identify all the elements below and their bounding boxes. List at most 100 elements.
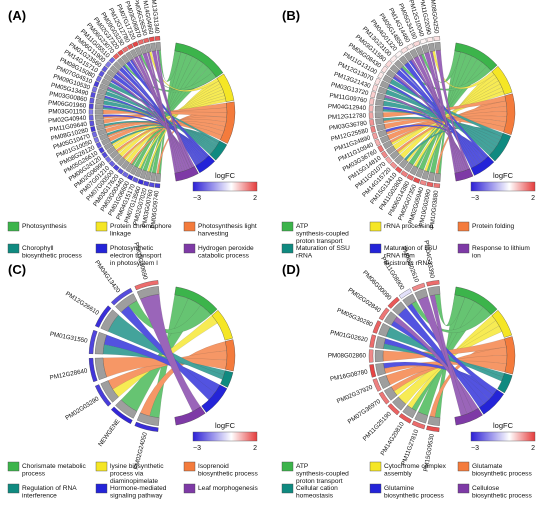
logfc-box (117, 49, 124, 57)
logfc-box (406, 43, 415, 50)
term-arc (211, 310, 233, 341)
gene-arc (374, 112, 384, 119)
colorbar: logFC −3 2 (470, 171, 536, 202)
logfc-box (88, 115, 94, 121)
gene-arc (144, 43, 152, 53)
legend-swatch (7, 483, 20, 494)
logfc-box (374, 138, 381, 147)
colorbar-max: 2 (253, 445, 257, 452)
logfc-box (148, 36, 155, 42)
gene-arc (109, 65, 119, 75)
logfc-box (101, 151, 108, 159)
logfc-box (368, 349, 374, 363)
term-arc (454, 42, 498, 71)
logfc-box (385, 156, 393, 164)
logfc-box (104, 61, 112, 68)
gene-arc (134, 167, 143, 178)
logfc-box (387, 403, 400, 416)
gene-arc (377, 86, 388, 95)
logfc-box (411, 420, 426, 430)
logfc-box (122, 46, 129, 53)
term-arc (454, 408, 483, 426)
colorbar-title: logFC (493, 421, 514, 430)
logfc-box (426, 425, 440, 432)
gene-arc (94, 332, 107, 355)
gene-arc (106, 146, 116, 155)
logfc-box (377, 144, 385, 153)
logfc-box (88, 358, 98, 383)
gene-arc (389, 150, 400, 160)
gene-label: PM14G20810 (379, 420, 406, 456)
gene-arc (377, 129, 388, 138)
logfc-box (122, 171, 129, 178)
logfc-box (368, 112, 374, 119)
legend-label: Cellulose biosynthetic process (472, 485, 532, 499)
gene-arc (384, 311, 398, 326)
legend-label: rRNA processing (384, 223, 434, 230)
legend-label: Leaf morphogenesis (198, 485, 258, 492)
logfc-box (370, 91, 376, 99)
logfc-box (372, 378, 382, 392)
gene-arc (139, 44, 147, 55)
gene-arc (113, 61, 123, 71)
logfc-box (91, 86, 98, 93)
legend-label: Isoprenoid biosynthetic process (198, 463, 258, 477)
gene-arc (434, 173, 441, 182)
term-arc (225, 339, 236, 372)
legend-label: Chorismate metabolic process (22, 463, 86, 477)
gene-arc (415, 168, 424, 178)
logfc-box (108, 56, 116, 64)
gene-label: PM02G40940 (48, 115, 87, 125)
legend-label: Glutamine biosynthetic process (384, 485, 444, 499)
gene-arc (125, 163, 134, 173)
legend-label: Response to lithium ion (472, 245, 530, 259)
legend-label: Cellular cation homeostasis (296, 485, 338, 499)
gene-arc (96, 93, 106, 100)
gene-arc (95, 98, 105, 105)
gene-arc (402, 405, 417, 419)
gene-arc (100, 380, 119, 403)
gene-arc (121, 54, 130, 64)
term-arc (220, 101, 236, 144)
legend-swatch (183, 243, 196, 254)
gene-arc (116, 57, 126, 67)
gene-arc (150, 172, 157, 182)
logfc-box (369, 364, 377, 378)
gene-label: PM05G30280 (336, 307, 374, 329)
legend-label: Chorophyll biosynthetic process (22, 245, 82, 259)
gene-arc (382, 74, 393, 84)
gene-arc (136, 412, 160, 426)
gene-label: PM06G09740 (150, 190, 161, 229)
logfc-box (380, 150, 388, 159)
gene-arc (409, 48, 419, 59)
colorbar: logFC −3 2 (192, 171, 258, 202)
colorbar-title: logFC (215, 421, 236, 430)
logfc-box (117, 167, 124, 175)
legend-label: Glutamate biosynthetic process (472, 463, 532, 477)
logfc-box (110, 406, 133, 424)
colorbar-gradient (470, 181, 536, 192)
gene-label: PM02G03290 (64, 395, 100, 422)
gene-arc (101, 137, 111, 146)
gene-arc (103, 73, 114, 82)
gene-label: PM13G31340 (150, 0, 161, 34)
gene-label: PM01G02620 (329, 329, 368, 344)
legend-swatch (369, 221, 382, 232)
term-arc (454, 286, 498, 315)
gene-label: PM02G37920 (336, 384, 374, 406)
legend-swatch (95, 221, 108, 232)
gene-arc (113, 153, 123, 163)
panel-label: (C) (8, 262, 26, 277)
gene-arc (379, 135, 390, 144)
logfc-box (126, 174, 134, 181)
logfc-box (419, 38, 427, 45)
gene-arc (99, 83, 109, 91)
logfc-box (126, 43, 134, 50)
ribbons (102, 49, 228, 175)
logfc-box (385, 60, 393, 68)
logfc-box (372, 320, 382, 334)
colorbar-max: 2 (531, 195, 535, 202)
gene-label: PM02G02840 (346, 287, 382, 315)
gene-arc (389, 64, 400, 74)
